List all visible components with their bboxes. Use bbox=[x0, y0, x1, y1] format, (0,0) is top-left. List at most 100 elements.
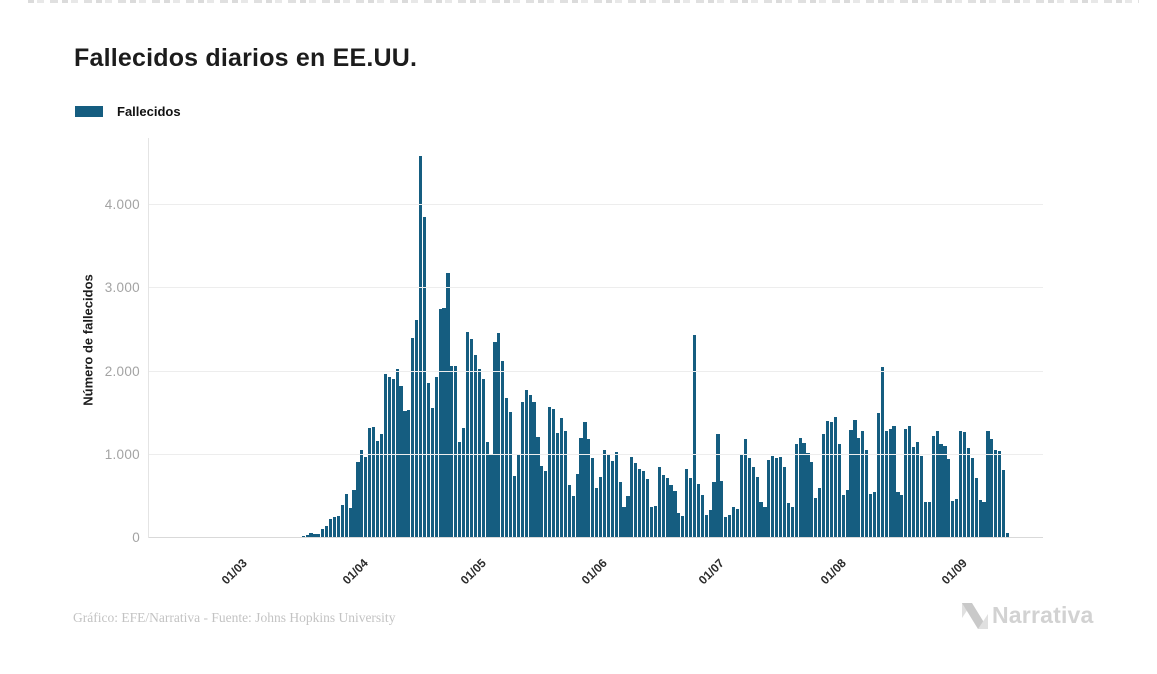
bar bbox=[415, 320, 419, 538]
bar bbox=[677, 512, 681, 538]
source-credit: Gráfico: EFE/Narrativa - Fuente: Johns H… bbox=[73, 610, 396, 625]
bar bbox=[434, 376, 438, 538]
bar bbox=[516, 454, 520, 538]
bar bbox=[454, 366, 458, 538]
bar bbox=[778, 457, 783, 538]
narrativa-logo: Narrativa bbox=[962, 602, 1094, 629]
bar bbox=[743, 438, 747, 538]
bar bbox=[653, 506, 657, 538]
bar bbox=[845, 489, 849, 538]
x-tick-label: 01/03 bbox=[218, 556, 250, 588]
bar bbox=[747, 458, 751, 538]
bar bbox=[853, 420, 857, 538]
bar bbox=[728, 515, 732, 538]
bar bbox=[700, 495, 704, 538]
bar bbox=[739, 455, 744, 538]
bar bbox=[336, 515, 340, 538]
bar bbox=[598, 477, 603, 538]
bar bbox=[810, 461, 814, 538]
bar bbox=[559, 418, 564, 538]
gridline bbox=[149, 453, 1043, 455]
bar bbox=[348, 507, 352, 538]
bar bbox=[892, 426, 896, 538]
bar bbox=[328, 519, 333, 538]
bar bbox=[829, 421, 834, 538]
bar bbox=[767, 460, 771, 538]
bar bbox=[364, 457, 368, 538]
bar bbox=[763, 506, 767, 538]
bar bbox=[540, 466, 544, 538]
bar bbox=[618, 482, 622, 538]
bar bbox=[321, 528, 325, 538]
bar bbox=[935, 431, 939, 538]
gridline bbox=[149, 287, 1043, 289]
bar bbox=[908, 426, 912, 538]
bar bbox=[375, 441, 380, 538]
bar bbox=[368, 428, 372, 538]
y-tick-label: 1.000 bbox=[104, 446, 140, 462]
bar bbox=[958, 430, 963, 538]
bar bbox=[583, 421, 587, 538]
bar bbox=[575, 473, 579, 538]
bar bbox=[438, 308, 442, 538]
bar bbox=[681, 515, 685, 538]
bar bbox=[904, 429, 908, 538]
bar bbox=[825, 421, 830, 538]
bar bbox=[418, 155, 423, 538]
bar bbox=[990, 438, 994, 538]
bar bbox=[532, 401, 536, 538]
bar bbox=[485, 441, 489, 538]
bar bbox=[786, 503, 790, 538]
bar bbox=[798, 437, 802, 538]
bar bbox=[947, 458, 951, 538]
y-tick-label: 2.000 bbox=[104, 363, 140, 379]
bar bbox=[548, 407, 552, 538]
bar bbox=[630, 456, 634, 538]
bar bbox=[360, 449, 364, 538]
bar bbox=[970, 457, 974, 538]
bar bbox=[387, 376, 391, 538]
bar bbox=[352, 490, 356, 538]
bar bbox=[814, 497, 818, 538]
bar bbox=[567, 484, 571, 538]
bar bbox=[309, 533, 313, 538]
bar bbox=[469, 339, 474, 538]
bar bbox=[704, 515, 708, 538]
bar bbox=[771, 455, 775, 538]
bar bbox=[837, 443, 841, 538]
bar bbox=[614, 451, 618, 538]
bar bbox=[426, 382, 430, 538]
bar bbox=[923, 501, 927, 538]
bar bbox=[986, 431, 990, 538]
screenshot-edge-artifact bbox=[28, 0, 1139, 3]
bar bbox=[407, 410, 411, 538]
bar bbox=[552, 408, 556, 538]
bar bbox=[505, 397, 509, 538]
bar bbox=[501, 360, 505, 538]
bar bbox=[536, 436, 540, 538]
bar bbox=[790, 506, 794, 538]
bar bbox=[450, 366, 454, 538]
bar bbox=[649, 506, 654, 538]
y-tick-label: 0 bbox=[132, 530, 140, 545]
bar bbox=[528, 395, 532, 538]
chart-title: Fallecidos diarios en EE.UU. bbox=[74, 44, 418, 72]
bar bbox=[395, 368, 399, 538]
bar bbox=[884, 430, 888, 538]
bar bbox=[391, 379, 395, 538]
bar bbox=[340, 504, 344, 538]
bar bbox=[900, 495, 904, 538]
bar bbox=[544, 470, 548, 538]
bar bbox=[849, 429, 853, 538]
x-tick-label: 01/09 bbox=[938, 556, 970, 588]
bar bbox=[657, 467, 661, 538]
bar bbox=[473, 354, 477, 538]
bar bbox=[962, 432, 967, 538]
bar bbox=[634, 462, 638, 538]
bar bbox=[833, 416, 837, 538]
bar bbox=[685, 469, 689, 538]
bar bbox=[372, 427, 376, 538]
bar bbox=[841, 495, 845, 538]
bar bbox=[489, 454, 493, 538]
